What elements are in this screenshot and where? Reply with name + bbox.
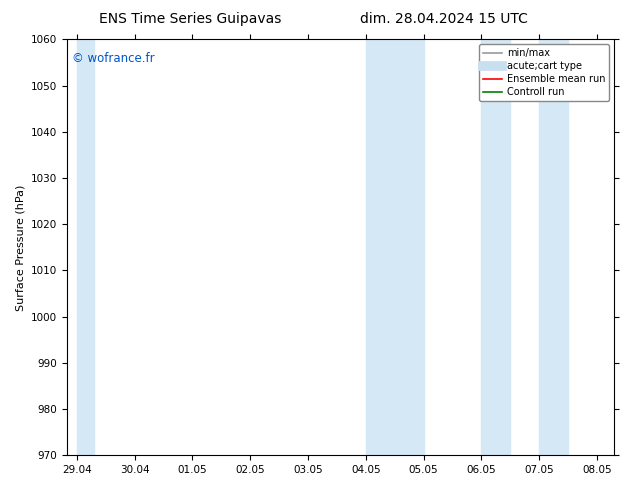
Legend: min/max, acute;cart type, Ensemble mean run, Controll run: min/max, acute;cart type, Ensemble mean …	[479, 44, 609, 101]
Bar	[77, 40, 94, 455]
Text: ENS Time Series Guipavas: ENS Time Series Guipavas	[99, 12, 281, 26]
Bar	[481, 40, 510, 455]
Text: © wofrance.fr: © wofrance.fr	[72, 52, 155, 65]
Y-axis label: Surface Pressure (hPa): Surface Pressure (hPa)	[15, 184, 25, 311]
Bar	[366, 40, 424, 455]
Text: dim. 28.04.2024 15 UTC: dim. 28.04.2024 15 UTC	[360, 12, 527, 26]
Bar	[539, 40, 568, 455]
